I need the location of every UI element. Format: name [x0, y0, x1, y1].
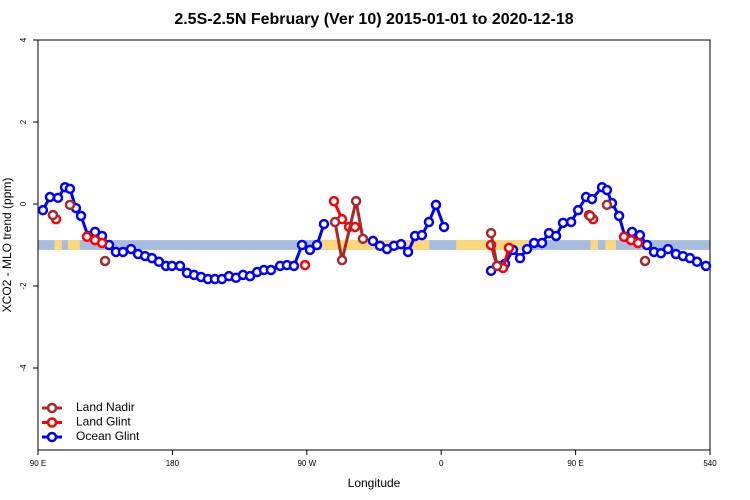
data-point: [423, 216, 435, 228]
data-point: [416, 229, 428, 241]
x-axis-label: Longitude: [348, 476, 401, 490]
land-band: [54, 240, 62, 250]
data-point: [632, 237, 644, 249]
data-point: [503, 242, 515, 254]
data-point: [311, 239, 323, 251]
data-point: [64, 199, 76, 211]
data-point: [565, 216, 577, 228]
land-band: [605, 240, 616, 250]
data-point: [367, 235, 379, 247]
data-point: [117, 246, 129, 258]
data-point: [318, 218, 330, 230]
x-tick-label: 180: [166, 459, 180, 468]
data-point: [395, 238, 407, 250]
data-point: [328, 195, 340, 207]
land-band: [67, 240, 80, 250]
legend-marker: [46, 431, 58, 443]
y-tick-label: 4: [19, 37, 28, 42]
data-point: [601, 199, 613, 211]
data-point: [557, 217, 569, 229]
legend-label: Land Nadir: [76, 400, 135, 414]
data-point: [521, 243, 533, 255]
data-point: [265, 264, 277, 276]
data-point: [514, 252, 526, 264]
data-point: [75, 210, 87, 222]
data-point: [662, 243, 674, 255]
data-point: [37, 204, 49, 216]
data-point: [52, 192, 64, 204]
data-point: [125, 243, 137, 255]
y-tick-label: -4: [19, 364, 28, 372]
series-line: [333, 200, 365, 261]
data-point: [81, 231, 93, 243]
data-point: [584, 210, 596, 222]
y-tick-label: 2: [19, 119, 28, 124]
data-point: [438, 221, 450, 233]
data-point: [536, 237, 548, 249]
data-point: [613, 210, 625, 222]
data-point: [550, 230, 562, 242]
x-tick-label: 540: [703, 459, 717, 468]
data-point: [44, 191, 56, 203]
data-point: [491, 260, 503, 272]
data-point: [485, 227, 497, 239]
legend-marker: [46, 402, 58, 414]
land-band: [590, 240, 598, 250]
series-line: [489, 232, 499, 267]
legend-label: Land Glint: [76, 415, 131, 429]
chart-title: 2.5S-2.5N February (Ver 10) 2015-01-01 t…: [174, 11, 573, 28]
plot-frame: [37, 39, 711, 451]
data-point: [586, 193, 598, 205]
data-point: [336, 254, 348, 266]
data-point: [350, 195, 362, 207]
data-point: [329, 216, 341, 228]
data-point: [357, 233, 369, 245]
data-point: [349, 221, 361, 233]
x-tick-label: 90 E: [567, 459, 583, 468]
data-point: [641, 239, 653, 251]
data-point: [601, 184, 613, 196]
y-axis-label: XCO2 - MLO trend (ppm): [0, 178, 14, 313]
legend-label: Ocean Glint: [76, 429, 140, 443]
data-point: [430, 199, 442, 211]
data-point: [99, 255, 111, 267]
data-point: [304, 244, 316, 256]
y-tick-label: 0: [19, 201, 28, 206]
data-point: [64, 183, 76, 195]
data-point: [700, 260, 712, 272]
data-point: [166, 260, 178, 272]
y-tick-label: -2: [19, 282, 28, 290]
data-point: [96, 237, 108, 249]
x-tick-label: 90 W: [297, 459, 316, 468]
data-point: [288, 260, 300, 272]
data-point: [572, 204, 584, 216]
legend-marker: [46, 417, 58, 428]
x-tick-label: 90 E: [30, 459, 46, 468]
data-point: [691, 256, 703, 268]
x-tick-label: 0: [439, 459, 444, 468]
data-point: [639, 255, 651, 267]
data-point: [296, 239, 308, 251]
data-point: [47, 209, 59, 221]
data-point: [174, 260, 186, 272]
data-point: [402, 246, 414, 258]
data-point: [299, 259, 311, 271]
